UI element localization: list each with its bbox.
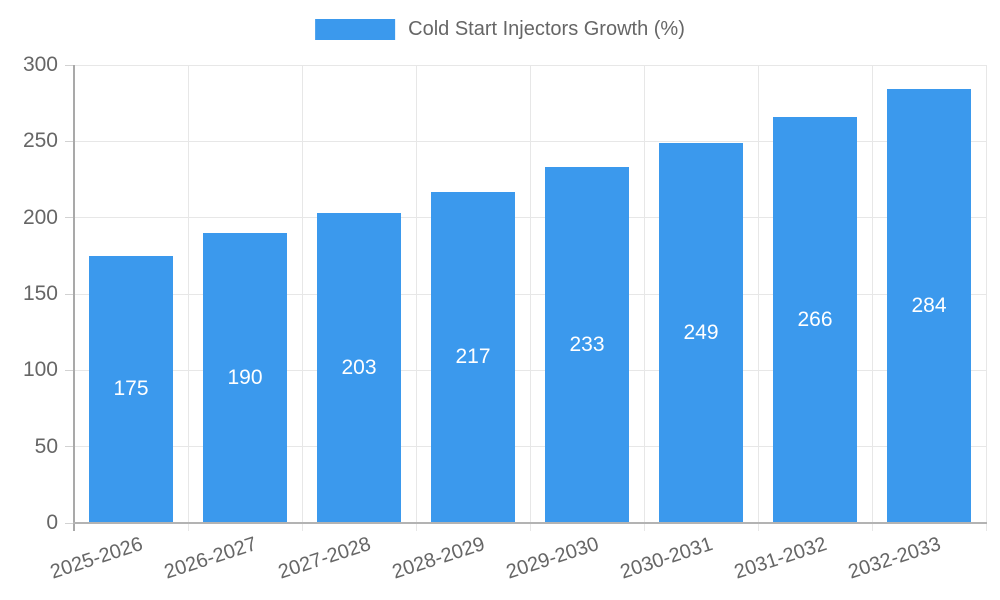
y-tick-mark [65, 369, 74, 371]
x-tick-label: 2030-2031 [618, 533, 716, 584]
x-gridline [529, 65, 531, 531]
bar-2026-2027[interactable]: 190 [203, 232, 287, 523]
x-tick-label: 2028-2029 [390, 533, 488, 584]
bar-value-label: 233 [569, 333, 605, 357]
legend-swatch[interactable] [315, 19, 396, 40]
x-gridline [643, 65, 645, 531]
y-tick-mark [65, 140, 74, 142]
y-tick-mark [65, 217, 74, 219]
x-gridline [757, 65, 759, 531]
bar-value-label: 284 [911, 294, 947, 318]
x-gridline [301, 65, 303, 531]
bar-2027-2028[interactable]: 203 [317, 213, 401, 523]
x-gridline [415, 65, 417, 531]
x-tick-label: 2026-2027 [162, 533, 260, 584]
plot-area: 0 50 100 150 200 250 300 175 2025-2026 190 2026-20… [23, 53, 987, 583]
y-axis-line [73, 65, 75, 531]
legend-label: Cold Start Injectors Growth (%) [408, 18, 685, 40]
bar-value-label: 175 [113, 377, 149, 401]
bar-2032-2033[interactable]: 284 [887, 89, 971, 523]
y-tick-label: 0 [46, 511, 58, 534]
bar-value-label: 266 [797, 307, 833, 331]
bar-value-label: 190 [227, 365, 263, 389]
bar-2025-2026[interactable]: 175 [89, 255, 173, 523]
x-tick-label: 2027-2028 [276, 533, 374, 584]
x-tick-label: 2032-2033 [846, 533, 944, 584]
y-tick-label: 300 [22, 53, 58, 76]
x-gridline [985, 65, 987, 531]
y-tick-label: 250 [22, 129, 58, 153]
legend[interactable]: Cold Start Injectors Growth (%) [315, 18, 685, 41]
bar-value-label: 217 [455, 345, 491, 369]
bar-value-label: 203 [341, 356, 377, 380]
bar-2028-2029[interactable]: 217 [431, 191, 515, 523]
y-tick-mark [65, 446, 74, 448]
x-axis-line [73, 522, 987, 524]
y-tick-label: 150 [22, 282, 58, 305]
y-tick-label: 100 [22, 358, 58, 382]
y-tick-mark [65, 64, 74, 66]
x-tick-label: 2025-2026 [48, 533, 146, 584]
y-tick-mark [65, 522, 74, 524]
bar-2029-2030[interactable]: 233 [545, 167, 629, 523]
x-tick-label: 2029-2030 [504, 533, 602, 584]
y-tick-label: 50 [34, 434, 58, 458]
y-tick-label: 200 [22, 205, 58, 229]
x-tick-label: 2031-2032 [732, 533, 830, 584]
y-tick-mark [65, 293, 74, 295]
bar-2030-2031[interactable]: 249 [659, 142, 743, 523]
bar-value-label: 249 [683, 320, 719, 344]
x-gridline [871, 65, 873, 531]
x-gridline [187, 65, 189, 531]
bar-2031-2032[interactable]: 266 [773, 116, 857, 523]
